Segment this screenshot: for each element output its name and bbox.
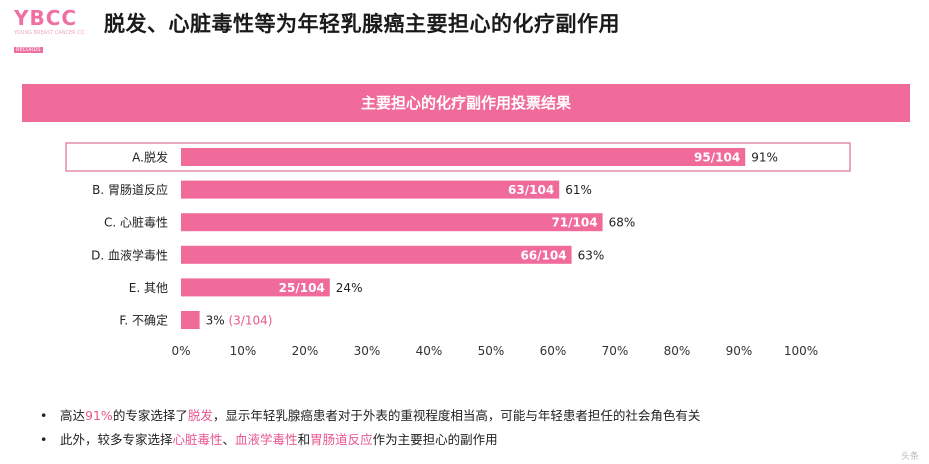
logo-subtitle: YOUNG BREAST CANCER CONFERENCE xyxy=(14,30,84,36)
category-label: D. 血液学毒性 xyxy=(91,247,168,262)
note-2-text-3: 和 xyxy=(297,432,311,447)
category-label: A.脱发 xyxy=(132,150,168,165)
highlight-box xyxy=(65,142,851,172)
bar xyxy=(181,278,330,297)
bar xyxy=(181,148,746,166)
x-tick-label: 50% xyxy=(478,344,505,358)
note-1-highlight-hairloss: 脱发 xyxy=(187,408,213,423)
note-1: • 高达91%的专家选择了脱发，显示年轻乳腺癌患者对于外表的重视程度相当高，可能… xyxy=(40,404,700,428)
bar xyxy=(181,213,603,232)
count-label: 25/104 xyxy=(279,281,325,295)
value-label: 24% xyxy=(336,281,363,295)
count-label: 63/104 xyxy=(508,183,554,197)
note-2-highlight-cardio: 心脏毒性 xyxy=(172,432,223,447)
note-2-text-4: 作为主要担心的副作用 xyxy=(372,432,498,447)
x-tick-label: 20% xyxy=(292,344,319,358)
logo-tag: RECORDS xyxy=(14,47,43,53)
x-tick-label: 10% xyxy=(230,344,257,358)
x-tick-label: 90% xyxy=(726,344,753,358)
x-tick-label: 80% xyxy=(664,344,691,358)
count-label: 66/104 xyxy=(520,248,566,262)
bar-chart: A.脱发 95/104 91% B. 胃肠道反应 63/104 61% C. 心脏毒性 71/… xyxy=(65,142,851,358)
value-label: 3% (3/104) xyxy=(206,314,273,328)
value-label: 91% xyxy=(751,151,778,165)
x-tick-label: 60% xyxy=(540,344,567,358)
chart-title-banner: 主要担心的化疗副作用投票结果 xyxy=(22,84,910,122)
note-2-text-2: 、 xyxy=(222,432,236,447)
bar xyxy=(181,245,572,264)
x-tick-label: 0% xyxy=(171,344,190,358)
category-label: C. 心脏毒性 xyxy=(104,215,168,230)
bullet-icon: • xyxy=(40,432,48,447)
watermark: 头条 xyxy=(900,452,919,462)
value-label: 63% xyxy=(578,248,605,262)
ybcc-logo: YBCC YOUNG BREAST CANCER CONFERENCE RECO… xyxy=(14,6,94,53)
note-1-text-2: 的专家选择了 xyxy=(112,408,188,423)
count-label-extra: (3/104) xyxy=(225,314,273,328)
logo-text: YBCC xyxy=(14,6,78,30)
note-2: • 此外，较多专家选择心脏毒性、血液学毒性和胃肠道反应作为主要担心的副作用 xyxy=(40,428,700,452)
category-label: E. 其他 xyxy=(129,281,168,295)
bar xyxy=(181,180,560,199)
page-title: 脱发、心脏毒性等为年轻乳腺癌主要担心的化疗副作用 xyxy=(104,12,620,36)
value-label: 61% xyxy=(565,183,592,197)
count-label: 71/104 xyxy=(551,216,597,230)
x-tick-label: 70% xyxy=(602,344,629,358)
notes: • 高达91%的专家选择了脱发，显示年轻乳腺癌患者对于外表的重视程度相当高，可能… xyxy=(40,404,700,452)
note-1-text-3: ，显示年轻乳腺癌患者对于外表的重视程度相当高，可能与年轻患者担任的社会角色有关 xyxy=(212,408,701,423)
category-label: B. 胃肠道反应 xyxy=(92,182,168,197)
bar xyxy=(181,311,200,329)
note-1-text-1: 高达 xyxy=(60,408,86,423)
count-label: 95/104 xyxy=(694,151,740,165)
x-tick-label: 100% xyxy=(784,344,818,358)
value-label: 68% xyxy=(609,216,636,230)
note-2-highlight-blood: 血液学毒性 xyxy=(235,432,298,447)
note-1-highlight-pct: 91% xyxy=(85,408,113,423)
note-2-highlight-gi: 胃肠道反应 xyxy=(310,432,373,447)
x-tick-label: 40% xyxy=(416,344,443,358)
x-tick-label: 30% xyxy=(354,344,381,358)
note-2-text-1: 此外，较多专家选择 xyxy=(60,432,173,447)
bullet-icon: • xyxy=(40,408,48,423)
category-label: F. 不确定 xyxy=(119,313,168,328)
